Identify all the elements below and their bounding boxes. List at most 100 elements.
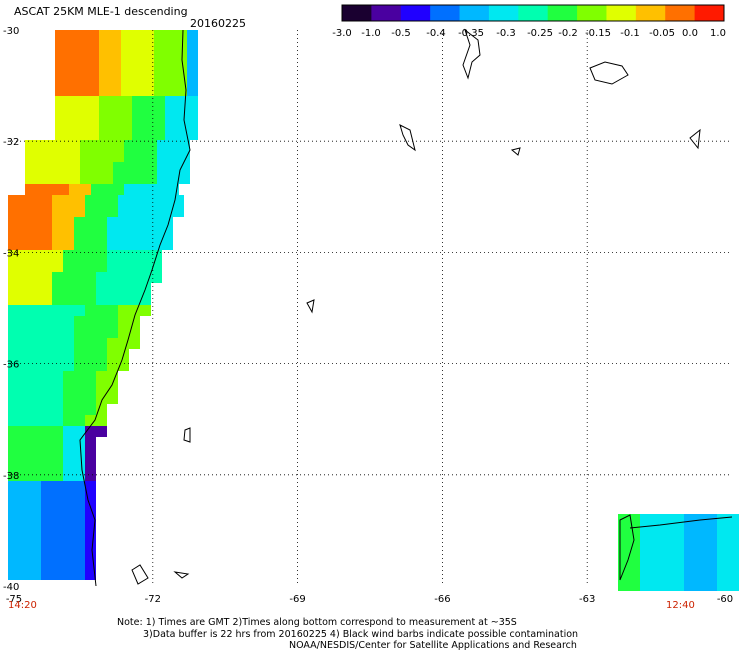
swath-cell <box>74 536 85 547</box>
lon-tick-label: -69 <box>289 594 305 605</box>
swath-cell <box>77 41 88 52</box>
lon-tick-label: -63 <box>579 594 595 605</box>
swath-cell <box>107 195 118 206</box>
swath-cell <box>99 63 110 74</box>
swath-cell <box>30 338 41 349</box>
swath-cell <box>695 558 706 569</box>
swath-cell <box>52 415 63 426</box>
swath-cell <box>52 525 63 536</box>
swath-cell <box>168 173 179 184</box>
swath-cell <box>63 547 74 558</box>
swath-cell <box>85 338 96 349</box>
swath-cell <box>618 536 629 547</box>
swath-cell <box>52 492 63 503</box>
swath-cell <box>102 173 113 184</box>
swath-cell <box>74 206 85 217</box>
swath-cell <box>640 525 651 536</box>
swath-cell <box>157 151 168 162</box>
swath-cell <box>8 283 19 294</box>
swath-cell <box>107 228 118 239</box>
colorbar-swatch <box>400 5 431 21</box>
swath-cell <box>110 107 121 118</box>
swath-cell <box>91 151 102 162</box>
swath-cell <box>74 481 85 492</box>
swath-cell <box>96 415 107 426</box>
swath-cell <box>41 195 52 206</box>
swath-cell <box>63 503 74 514</box>
swath-cell <box>36 151 47 162</box>
swath-cell <box>8 481 19 492</box>
coastline <box>79 28 733 587</box>
swath-cell <box>52 294 63 305</box>
swath-cell <box>143 63 154 74</box>
swath-cell <box>107 239 118 250</box>
swath-cell <box>118 206 129 217</box>
swath-cell <box>52 569 63 580</box>
swath-cell <box>30 305 41 316</box>
swath-cell <box>74 250 85 261</box>
swath-cell <box>30 195 41 206</box>
swath-cell <box>30 250 41 261</box>
swath-cell <box>140 305 151 316</box>
swath-cell <box>140 294 151 305</box>
swath-cell <box>66 30 77 41</box>
swath-cell <box>107 371 118 382</box>
swath-cell <box>36 162 47 173</box>
swath-cell <box>63 382 74 393</box>
swath-cell <box>85 327 96 338</box>
swath-cell <box>55 96 66 107</box>
swath-cell <box>74 305 85 316</box>
swath-cell <box>110 85 121 96</box>
swath-cell <box>77 52 88 63</box>
swath-cell <box>132 107 143 118</box>
swath-cell <box>8 503 19 514</box>
swath-cell <box>717 580 728 591</box>
swath-cell <box>717 558 728 569</box>
swath-cell <box>121 129 132 140</box>
swath-cell <box>74 470 85 481</box>
swath-cell <box>19 437 30 448</box>
swath-cell <box>96 360 107 371</box>
swath-cell <box>113 140 124 151</box>
swath-cell <box>129 272 140 283</box>
swath-cell <box>30 217 41 228</box>
swath-cell <box>8 239 19 250</box>
swath-cell <box>80 151 91 162</box>
swath-cell <box>102 140 113 151</box>
swath-cell <box>66 74 77 85</box>
swath-cell <box>121 107 132 118</box>
swath-cell <box>88 41 99 52</box>
swath-cell <box>629 547 640 558</box>
swath-cell <box>8 547 19 558</box>
swath-cell <box>684 558 695 569</box>
swath-cell <box>55 52 66 63</box>
swath-cell <box>717 569 728 580</box>
swath-cell <box>165 30 176 41</box>
swath-cell <box>662 569 673 580</box>
swath-cell <box>41 426 52 437</box>
swath-cell <box>63 536 74 547</box>
swath-cell <box>30 426 41 437</box>
swath-cell <box>673 580 684 591</box>
swath-cell <box>25 151 36 162</box>
swath-cell <box>30 547 41 558</box>
swath-cell <box>52 448 63 459</box>
swath-cell <box>168 151 179 162</box>
swath-cell <box>651 558 662 569</box>
swath-cell <box>143 30 154 41</box>
swath-cell <box>74 382 85 393</box>
swath-cell <box>52 426 63 437</box>
swath-cell <box>135 173 146 184</box>
swath-cell <box>63 217 74 228</box>
swath-cell <box>684 580 695 591</box>
swath-cell <box>74 492 85 503</box>
swath-cell <box>91 184 102 195</box>
swath-cell <box>8 393 19 404</box>
swath-cell <box>63 492 74 503</box>
swath-cell <box>99 107 110 118</box>
lat-tick-label: -34 <box>3 248 19 259</box>
swath-cell <box>63 404 74 415</box>
swath-cell <box>187 63 198 74</box>
swath-cell <box>41 206 52 217</box>
swath-cell <box>85 382 96 393</box>
